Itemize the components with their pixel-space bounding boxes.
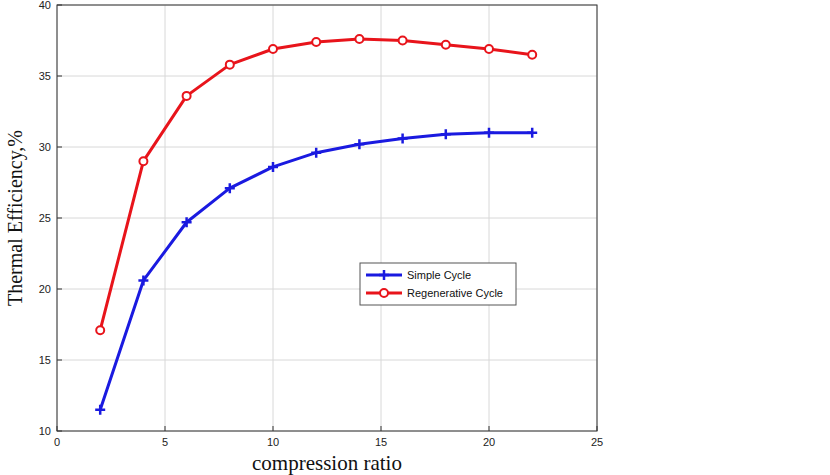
x-tick — [165, 426, 166, 431]
y-tick-label: 30 — [39, 141, 51, 153]
y-tick-label: 40 — [39, 0, 51, 11]
point-marker — [182, 217, 192, 227]
y-tick — [57, 147, 62, 148]
x-tick-label: 5 — [162, 436, 168, 448]
point-marker — [96, 326, 104, 334]
series-line — [100, 133, 532, 410]
plot-frame — [57, 5, 597, 431]
point-marker — [226, 61, 234, 69]
y-tick-label: 20 — [39, 283, 51, 295]
y-tick-label: 25 — [39, 212, 51, 224]
y-tick — [57, 76, 62, 77]
plot-background — [57, 5, 597, 431]
point-marker — [528, 51, 536, 59]
point-marker — [225, 183, 235, 193]
legend-marker — [379, 270, 389, 280]
legend: Simple Cycle Regenerative Cycle — [360, 263, 516, 305]
point-marker — [485, 45, 493, 53]
y-tick-label: 35 — [39, 70, 51, 82]
y-tick — [57, 360, 62, 361]
chart-container: 0 5 10 15 20 25 10 15 20 25 30 35 40 compression rati… — [0, 0, 830, 475]
point-marker — [311, 148, 321, 158]
point-marker — [312, 38, 320, 46]
point-marker — [484, 128, 494, 138]
y-grid-line — [57, 218, 597, 219]
y-tick-label: 15 — [39, 354, 51, 366]
x-tick-label: 25 — [591, 436, 603, 448]
y-axis-title: Thermal Efficiency,% — [4, 130, 27, 306]
series-group — [95, 128, 537, 415]
x-tick — [381, 426, 382, 431]
point-marker — [399, 37, 407, 45]
y-grid-line — [57, 76, 597, 77]
point-marker — [138, 275, 148, 285]
legend-label: Simple Cycle — [407, 269, 471, 281]
x-axis-title: compression ratio — [252, 451, 402, 475]
point-marker — [355, 35, 363, 43]
legend-box — [360, 263, 516, 305]
y-tick — [57, 218, 62, 219]
x-tick — [273, 426, 274, 431]
point-marker — [139, 157, 147, 165]
y-grid-line — [57, 360, 597, 361]
series-group — [96, 35, 536, 334]
x-tick-label: 10 — [267, 436, 279, 448]
point-marker — [268, 162, 278, 172]
point-marker — [354, 139, 364, 149]
y-tick-label: 10 — [39, 425, 51, 437]
grid — [57, 5, 597, 431]
y-tick — [57, 289, 62, 290]
x-tick — [489, 426, 490, 431]
legend-marker — [380, 289, 388, 297]
point-marker — [398, 133, 408, 143]
point-marker — [527, 128, 537, 138]
point-marker — [441, 129, 451, 139]
point-marker — [442, 41, 450, 49]
point-marker — [269, 45, 277, 53]
y-grid-line — [57, 147, 597, 148]
x-tick-label: 0 — [54, 436, 60, 448]
point-marker — [95, 405, 105, 415]
x-tick-label: 20 — [483, 436, 495, 448]
x-tick-label: 15 — [375, 436, 387, 448]
chart-svg: 0 5 10 15 20 25 10 15 20 25 30 35 40 compression rati… — [0, 0, 830, 475]
legend-label: Regenerative Cycle — [407, 287, 503, 299]
series-line — [100, 39, 532, 330]
data-group — [95, 35, 537, 415]
point-marker — [183, 92, 191, 100]
